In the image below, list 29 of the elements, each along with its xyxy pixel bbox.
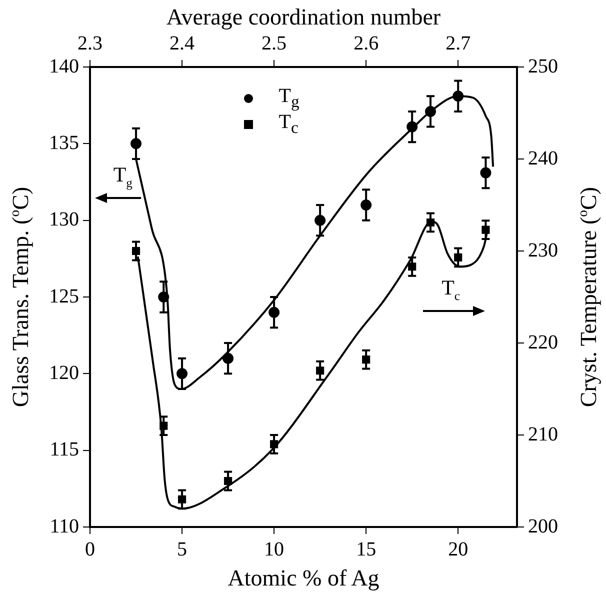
y2-tick-label: 220	[528, 331, 558, 354]
x2-axis-title: Average coordination number	[166, 4, 441, 30]
y-tick-label: 110	[50, 515, 79, 538]
y2-tick-label: 200	[528, 515, 558, 538]
x-tick-label: 0	[85, 538, 95, 560]
legend-label: T$_{g}$	[278, 84, 300, 112]
annotation: T$_{c}$	[442, 276, 460, 303]
y-tick-label: 125	[49, 285, 79, 308]
y-tick-label: 115	[50, 438, 79, 461]
x-tick-label: 20	[448, 538, 468, 560]
y-tick-label: 135	[49, 132, 79, 154]
y-tick-label: 130	[49, 208, 79, 231]
annotation: T$_{g}$	[113, 163, 132, 190]
x2-tick-label: 2.3	[78, 32, 102, 54]
y2-tick-label: 210	[528, 423, 558, 446]
x2-tick-label: 2.5	[262, 32, 287, 54]
legend-label: T$_{c}$	[278, 110, 298, 138]
y2-tick-label: 230	[528, 239, 558, 262]
x-axis-title: Atomic % of Ag	[228, 566, 380, 590]
y-tick-label: 140	[49, 55, 79, 78]
x-tick-label: 15	[356, 538, 376, 560]
y2-tick-label: 240	[528, 147, 558, 170]
x2-tick-label: 2.4	[170, 32, 195, 54]
x-tick-label: 10	[264, 538, 284, 560]
x-tick-label: 5	[177, 538, 188, 560]
y2-tick-label: 250	[528, 55, 558, 78]
x2-tick-label: 2.6	[354, 32, 379, 54]
y-tick-label: 120	[49, 362, 79, 384]
x2-tick-label: 2.7	[446, 32, 471, 54]
